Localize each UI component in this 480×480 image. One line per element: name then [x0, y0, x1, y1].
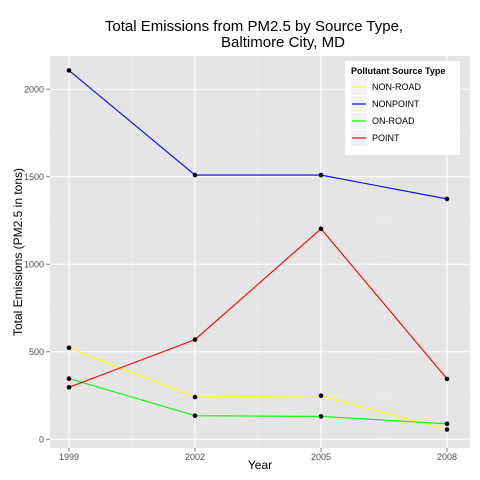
x-tick-label: 2008: [437, 452, 457, 462]
data-point-nonpoint: [318, 172, 324, 178]
y-tick-label: 1500: [24, 172, 44, 182]
data-point-point: [444, 376, 450, 382]
x-tick-label: 1999: [59, 452, 79, 462]
data-point-point: [66, 385, 72, 390]
data-point-nonpoint: [66, 68, 72, 73]
grid-lines: [50, 56, 470, 448]
series-line-on-road: [68, 378, 448, 425]
y-axis-title: Total Emissions (PM2.5 in tons): [11, 168, 25, 336]
x-tick-label: 2005: [311, 452, 331, 462]
legend: Pollutant Source Type NON-ROAD NONPOINT ON…: [345, 61, 460, 155]
series-line-nonpoint: [68, 69, 448, 200]
data-point-on-road: [318, 414, 324, 419]
data-point-nonpoint: [192, 172, 198, 178]
y-tick-label: 2000: [24, 84, 44, 94]
legend-label-point: POINT: [372, 133, 400, 143]
y-tick-label: 1000: [24, 259, 44, 269]
series-line-non-road: [68, 347, 448, 431]
x-axis-ticks: 1999 2002 2005 2008: [59, 448, 457, 462]
y-tick-label: 0: [39, 434, 44, 444]
legend-label-on-road: ON-ROAD: [372, 116, 415, 126]
chart-title-line-2: Baltimore City, MD: [221, 34, 345, 51]
x-tick-label: 2002: [185, 452, 205, 462]
y-tick-label: 500: [29, 347, 44, 357]
x-axis-title: Year: [248, 458, 272, 472]
data-point-non-road: [318, 393, 324, 399]
data-point-non-road: [444, 427, 450, 432]
series-line-point: [68, 228, 448, 388]
data-point-point: [318, 226, 324, 232]
data-point-point: [192, 337, 198, 342]
data-point-on-road: [444, 421, 450, 427]
series-lines: [68, 69, 448, 431]
legend-label-nonpoint: NONPOINT: [372, 99, 420, 109]
data-point-nonpoint: [444, 196, 450, 202]
legend-title: Pollutant Source Type: [351, 66, 445, 76]
data-points: [66, 68, 450, 432]
data-point-on-road: [66, 376, 72, 381]
chart-title-line-1: Total Emissions from PM2.5 by Source Typ…: [105, 18, 403, 35]
y-axis-ticks: 0 500 1000 1500 2000: [24, 84, 50, 444]
legend-label-non-road: NON-ROAD: [372, 82, 421, 92]
data-point-non-road: [192, 394, 198, 400]
data-point-on-road: [192, 413, 198, 419]
data-point-non-road: [66, 345, 72, 351]
